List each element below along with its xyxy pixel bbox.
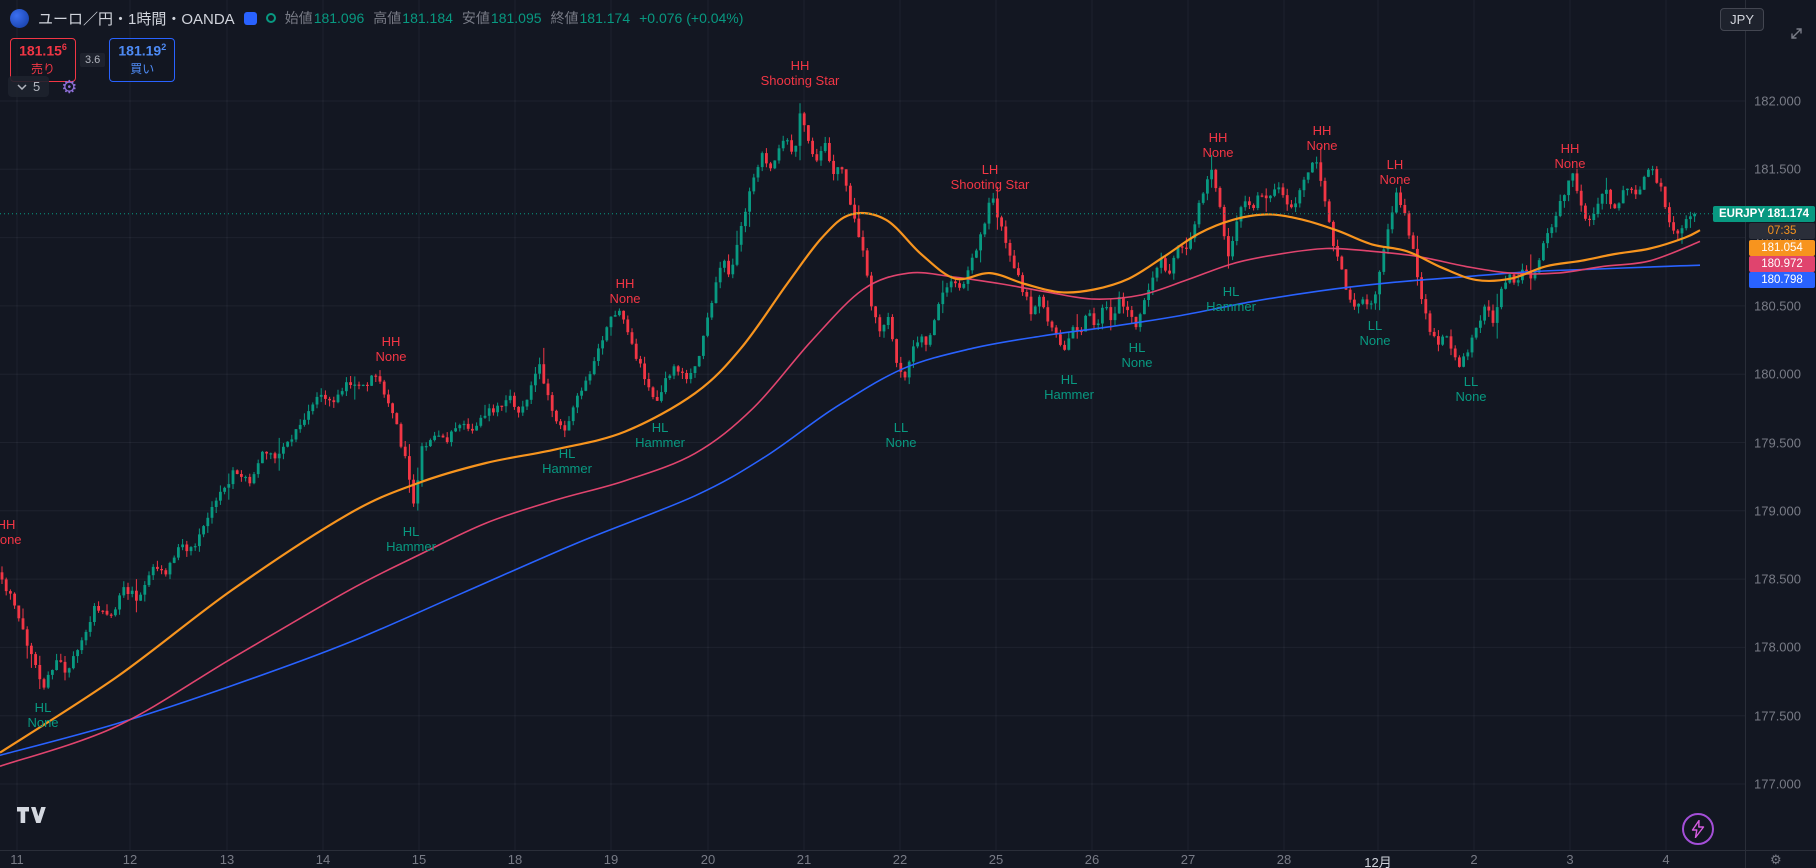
currency-toggle-button[interactable]: JPY — [1720, 8, 1764, 31]
axis-settings-corner[interactable]: ⚙ — [1745, 850, 1816, 868]
ohlc-values: 始値181.096 高値181.184 安値181.095 終値181.174 … — [285, 8, 744, 28]
close-value: 181.174 — [579, 10, 631, 26]
ma-price-tag: 180.972 — [1749, 255, 1815, 272]
sell-button[interactable]: 181.156 売り — [10, 38, 76, 82]
lightning-button[interactable] — [1682, 813, 1714, 845]
sell-label: 売り — [30, 61, 55, 76]
price-axis-label: 178.500 — [1754, 571, 1801, 587]
spread-value: 3.6 — [80, 52, 106, 67]
ma-price-tag: 181.054 — [1749, 239, 1815, 256]
time-axis-label: 11 — [10, 852, 24, 867]
time-axis-label: 12月 — [1364, 855, 1392, 868]
time-axis-label: 19 — [603, 852, 619, 867]
time-axis-label: 12 — [122, 852, 138, 867]
change-value: +0.076 (+0.04%) — [639, 10, 744, 26]
time-axis-label: 3 — [1566, 852, 1574, 867]
open-label: 始値 — [284, 10, 313, 26]
chart-legend: ユーロ／円・1時間・OANDA 始値181.096 高値181.184 安値18… — [0, 0, 753, 36]
time-axis-label: 4 — [1662, 852, 1670, 867]
time-axis[interactable]: 11 12 13 14 15 18 19 20 21 22 25 26 27 28 12月 2 3 4 — [0, 850, 1745, 868]
tradingview-logo[interactable] — [16, 806, 46, 829]
strategy-settings-icon[interactable]: ⚙ — [61, 76, 78, 97]
price-axis-label: 177.500 — [1754, 708, 1801, 724]
price-axis-label: 178.000 — [1754, 639, 1801, 655]
chart-plot-area[interactable]: HHNoneHLNoneHHNoneHLHammerHLHammerHHNone… — [0, 0, 1745, 850]
price-axis-label: 177.000 — [1754, 776, 1801, 792]
trade-panel: 181.156 売り 3.6 181.192 買い — [10, 38, 176, 82]
time-axis-label: 20 — [700, 852, 716, 867]
time-axis-label: 15 — [411, 852, 427, 867]
price-axis-label: 180.500 — [1754, 298, 1801, 314]
lightning-icon — [1691, 820, 1705, 838]
indicators-collapse-pill[interactable]: 5 — [8, 76, 50, 97]
symbol-title[interactable]: ユーロ／円・1時間・OANDA — [38, 10, 235, 28]
time-axis-label: 18 — [507, 852, 523, 867]
gear-icon[interactable]: ⚙ — [1770, 851, 1782, 867]
low-label: 安値 — [461, 10, 490, 26]
buy-label: 買い — [130, 61, 155, 76]
price-axis[interactable]: 182.000181.500181.000180.500180.000179.5… — [1713, 0, 1816, 850]
price-axis-label: 182.000 — [1754, 93, 1801, 109]
time-axis-label: 22 — [892, 852, 908, 867]
chevron-down-icon — [17, 83, 27, 90]
price-axis-label: 179.500 — [1754, 435, 1801, 450]
buy-button[interactable]: 181.192 買い — [109, 38, 176, 82]
time-axis-label: 21 — [796, 852, 812, 867]
ma-price-tag: 180.798 — [1749, 271, 1815, 288]
time-axis-label: 25 — [988, 852, 1004, 867]
countdown-tag: 07:35 — [1749, 222, 1815, 239]
time-axis-label: 2 — [1470, 852, 1478, 867]
indicator-count: 5 — [33, 79, 41, 94]
candlestick-chart[interactable] — [0, 0, 1745, 850]
time-axis-label: 14 — [315, 852, 331, 867]
time-axis-label: 13 — [219, 852, 235, 867]
current-price-tag: EURJPY 181.174 — [1713, 205, 1815, 222]
flag-icon[interactable] — [243, 11, 257, 25]
high-label: 高値 — [373, 10, 402, 26]
time-axis-label: 27 — [1180, 852, 1196, 867]
high-value: 181.184 — [402, 10, 453, 26]
open-value: 181.096 — [313, 10, 365, 26]
price-axis-label: 181.500 — [1754, 161, 1801, 177]
symbol-icon — [10, 8, 29, 28]
close-label: 終値 — [550, 10, 579, 26]
low-value: 181.095 — [490, 10, 542, 26]
market-status-icon[interactable] — [265, 13, 276, 23]
price-axis-label: 180.000 — [1754, 366, 1801, 382]
time-axis-label: 26 — [1084, 852, 1100, 867]
price-axis-label: 179.000 — [1754, 503, 1801, 519]
time-axis-label: 28 — [1276, 852, 1292, 867]
fullscreen-icon[interactable] — [1790, 27, 1803, 45]
legend-toolbar: 5 ⚙ — [8, 76, 77, 97]
